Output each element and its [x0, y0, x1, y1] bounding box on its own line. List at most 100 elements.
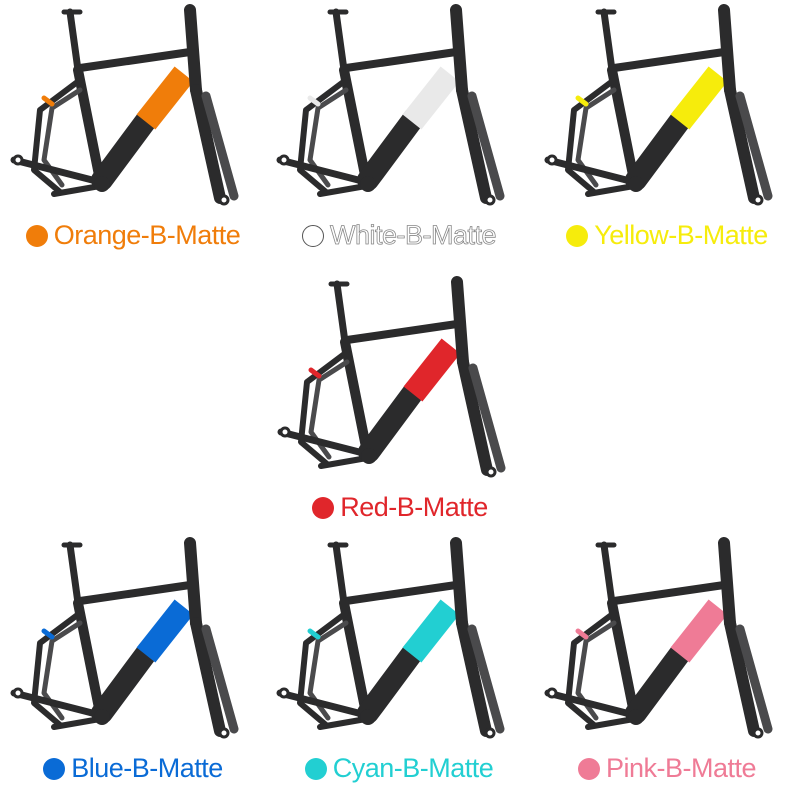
frame-variant-orange: Orange-B-Matte	[0, 0, 266, 266]
head-tube	[184, 537, 202, 629]
variant-label: Cyan-B-Matte	[332, 753, 494, 783]
frame-variant-yellow: Yellow-B-Matte	[534, 0, 800, 266]
front-dropout	[752, 194, 764, 206]
head-tube	[718, 537, 736, 629]
top-tube	[343, 320, 461, 344]
head-tube	[184, 4, 202, 96]
variant-label: Pink-B-Matte	[605, 753, 757, 783]
seat-stay	[31, 610, 83, 728]
seat-post	[600, 8, 616, 74]
head-tube	[718, 4, 736, 96]
bottom-bracket	[360, 176, 376, 192]
down-tube	[358, 379, 426, 463]
top-tube	[610, 581, 728, 605]
variant-caption: White-B-Matte	[266, 220, 532, 250]
down-tube-accent	[403, 338, 461, 402]
fork-blade	[456, 617, 492, 737]
variant-label: Orange-B-Matte	[53, 220, 241, 250]
front-dropout	[485, 466, 497, 478]
stay-accent	[41, 628, 55, 640]
frame-variant-white: White-B-Matte	[266, 0, 532, 266]
head-tube	[450, 537, 468, 629]
top-tube	[76, 581, 194, 605]
frame-variant-red: Red-B-Matte	[267, 272, 533, 538]
frame-drawing	[276, 4, 505, 206]
fork-blade	[456, 84, 492, 204]
variant-label: Blue-B-Matte	[71, 753, 223, 783]
seat-stay	[565, 77, 617, 195]
variant-caption: Blue-B-Matte	[0, 755, 266, 782]
chain-stay-lower	[585, 183, 637, 197]
color-swatch	[566, 224, 589, 247]
seat-post	[600, 541, 616, 607]
fork-blade-right	[467, 624, 505, 734]
down-tube-accent	[136, 66, 194, 130]
fork-blade-right	[201, 624, 239, 734]
frame-drawing	[277, 276, 506, 478]
chain-stay	[544, 689, 638, 719]
stay-accent	[307, 628, 321, 640]
down-tube	[91, 640, 159, 724]
bottom-bracket	[94, 176, 110, 192]
top-tube	[610, 48, 728, 72]
seat-tube	[339, 65, 371, 185]
stay-accent	[41, 95, 55, 107]
seat-stay	[31, 77, 83, 195]
frame-drawing	[10, 537, 239, 739]
bike-frame-image	[10, 537, 239, 739]
bottom-bracket	[94, 709, 110, 725]
head-tube	[451, 276, 469, 368]
rear-dropout	[279, 426, 291, 438]
color-swatch	[304, 757, 327, 780]
rear-dropout	[278, 154, 290, 166]
frame-drawing	[10, 4, 239, 206]
variant-label: Yellow-B-Matte	[594, 220, 768, 250]
color-swatch	[301, 224, 324, 247]
chain-stay	[544, 156, 638, 186]
down-tube	[357, 107, 425, 191]
bike-frame-image	[544, 537, 773, 739]
variant-label: White-B-Matte	[329, 220, 497, 250]
rear-dropout	[12, 687, 24, 699]
down-tube	[357, 640, 425, 724]
rear-dropout	[546, 154, 558, 166]
down-tube-accent	[670, 599, 728, 663]
bottom-bracket	[360, 709, 376, 725]
fork-blade-right	[201, 91, 239, 201]
variant-caption: Pink-B-Matte	[534, 755, 800, 782]
color-swatch	[25, 224, 48, 247]
color-swatch	[312, 496, 335, 519]
frame-variant-blue: Blue-B-Matte	[0, 533, 266, 799]
down-tube	[91, 107, 159, 191]
down-tube-accent	[670, 66, 728, 130]
frame-variant-pink: Pink-B-Matte	[534, 533, 800, 799]
stay-accent	[575, 628, 589, 640]
seat-tube	[339, 598, 371, 718]
fork-blade-right	[735, 91, 773, 201]
seat-post	[332, 8, 348, 74]
seat-stay	[297, 610, 349, 728]
top-tube	[342, 581, 460, 605]
front-dropout	[484, 727, 496, 739]
fork-blade	[724, 84, 760, 204]
bottom-bracket	[628, 709, 644, 725]
seat-tube	[340, 337, 372, 457]
fork-blade	[457, 356, 493, 476]
color-swatch	[43, 757, 66, 780]
rear-dropout	[278, 687, 290, 699]
chain-stay	[277, 428, 371, 458]
fork-blade-right	[468, 363, 506, 473]
stay-accent	[575, 95, 589, 107]
seat-post	[66, 8, 82, 74]
bike-frame-image	[276, 537, 505, 739]
down-tube-accent	[402, 599, 460, 663]
seat-tube	[73, 65, 105, 185]
bike-frame-image	[276, 4, 505, 206]
chain-stay-lower	[318, 455, 370, 469]
frame-drawing	[276, 537, 505, 739]
chain-stay	[10, 689, 104, 719]
variant-caption: Cyan-B-Matte	[266, 755, 532, 782]
chain-stay-lower	[51, 716, 103, 730]
color-swatch	[577, 757, 600, 780]
